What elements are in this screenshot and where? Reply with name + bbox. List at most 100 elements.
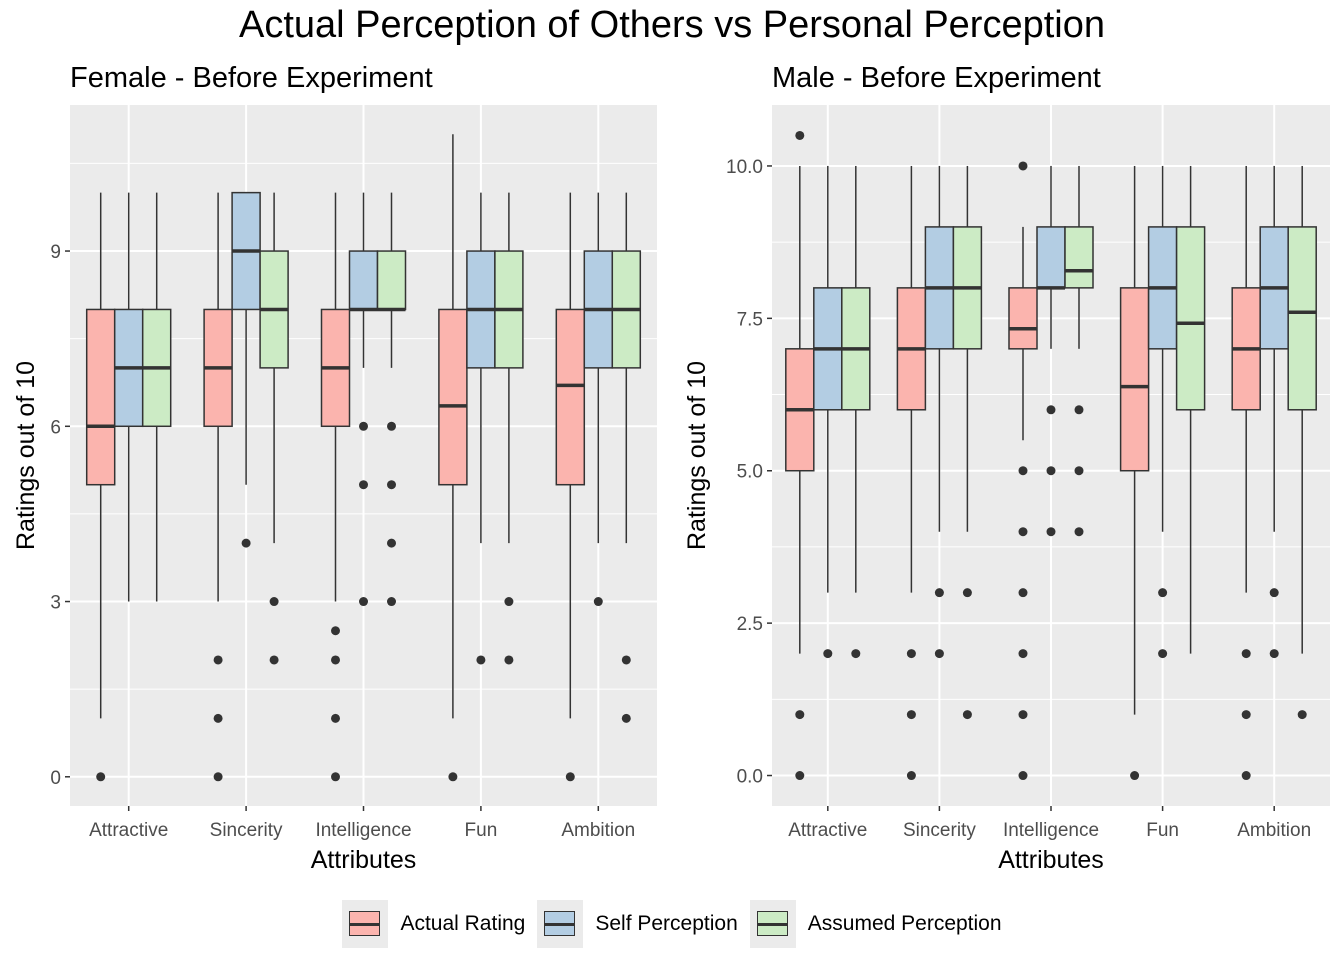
outlier-point xyxy=(906,649,916,659)
outlier-point xyxy=(1074,527,1084,537)
y-axis-label: Ratings out of 10 xyxy=(683,361,711,550)
box-assumed-perception xyxy=(611,192,642,723)
outlier-point xyxy=(359,480,368,490)
outlier-point xyxy=(213,655,223,665)
outlier-point xyxy=(1046,466,1056,476)
x-tick-label: Fun xyxy=(1146,820,1179,841)
box-self-perception xyxy=(113,192,144,602)
outlier-point xyxy=(269,655,279,665)
y-tick-label: 10.0 xyxy=(726,157,763,178)
y-tick-label: 9 xyxy=(50,242,61,263)
box-self-perception xyxy=(466,192,496,665)
legend-label: Self Perception xyxy=(595,912,738,935)
box-actual-rating xyxy=(785,130,815,781)
outlier-point xyxy=(906,771,916,781)
outlier-point xyxy=(1074,466,1084,476)
outlier-point xyxy=(1241,649,1251,659)
outlier-point xyxy=(1018,527,1028,537)
outlier-point xyxy=(241,538,251,548)
box-iqr xyxy=(1008,287,1038,350)
box-assumed-perception xyxy=(494,192,524,665)
outlier-point xyxy=(1018,771,1028,781)
outlier-point xyxy=(331,655,340,665)
outlier-point xyxy=(795,771,805,781)
x-tick-label: Sincerity xyxy=(210,820,283,841)
box-iqr xyxy=(1036,226,1066,289)
y-tick-label: 6 xyxy=(50,417,61,438)
box-assumed-perception xyxy=(1175,165,1206,654)
outlier-point xyxy=(213,713,223,723)
outlier-point xyxy=(448,772,458,782)
outlier-point xyxy=(1297,710,1307,720)
legend: Actual Rating Self Perception Assumed Pe… xyxy=(0,898,1344,950)
box-self-perception xyxy=(1036,165,1066,537)
panel-title: Female - Before Experiment xyxy=(70,62,433,94)
box-assumed-perception xyxy=(1064,165,1094,537)
box-assumed-perception xyxy=(841,165,871,659)
legend-label: Actual Rating xyxy=(400,912,526,935)
outlier-point xyxy=(1018,466,1028,476)
box-iqr xyxy=(1287,226,1317,411)
legend-item-self-perception: Self Perception xyxy=(537,900,738,948)
outlier-point xyxy=(387,421,396,431)
outlier-point xyxy=(331,626,340,636)
legend-key-actual-rating xyxy=(342,900,389,948)
outlier-point xyxy=(1158,649,1168,659)
x-tick-label: Ambition xyxy=(1237,820,1311,841)
outlier-point xyxy=(504,597,514,607)
panel-title: Male - Before Experiment xyxy=(772,62,1101,94)
box-iqr xyxy=(376,250,407,311)
x-tick-label: Fun xyxy=(465,820,498,841)
outlier-point xyxy=(1046,405,1056,415)
y-tick-label: 0.0 xyxy=(737,767,763,788)
outlier-point xyxy=(96,772,106,782)
box-self-perception xyxy=(1259,165,1289,659)
outlier-point xyxy=(476,655,486,665)
outlier-point xyxy=(387,538,396,548)
panel-1: 0.0 2.5 5.0 7.5 10.0 Attractive Sincerity Intel… xyxy=(683,62,1330,874)
box-self-perception xyxy=(348,192,379,607)
box-iqr xyxy=(1119,287,1150,472)
box-actual-rating xyxy=(85,192,116,782)
box-actual-rating xyxy=(1008,161,1038,781)
outlier-point xyxy=(962,588,972,598)
outlier-point xyxy=(331,713,340,723)
outlier-point xyxy=(1241,710,1251,720)
outlier-point xyxy=(1018,710,1028,720)
y-tick-label: 7.5 xyxy=(737,309,763,330)
outlier-point xyxy=(1130,771,1140,781)
outlier-point xyxy=(795,710,805,720)
legend-key-assumed-perception xyxy=(749,900,796,948)
x-tick-label: Intelligence xyxy=(315,820,411,841)
box-actual-rating xyxy=(320,192,351,782)
y-tick-label: 2.5 xyxy=(737,614,763,635)
x-tick-label: Attractive xyxy=(89,820,168,841)
box-actual-rating xyxy=(555,192,586,782)
x-tick-label: Attractive xyxy=(788,820,867,841)
box-actual-rating xyxy=(438,134,468,782)
box-actual-rating xyxy=(896,165,927,781)
box-iqr xyxy=(1064,226,1094,289)
outlier-point xyxy=(934,649,944,659)
outlier-point xyxy=(934,588,944,598)
outlier-point xyxy=(823,649,833,659)
outlier-point xyxy=(269,597,279,607)
box-self-perception xyxy=(1147,165,1178,659)
outlier-point xyxy=(593,597,603,607)
outlier-point xyxy=(906,710,916,720)
box-self-perception xyxy=(231,191,261,548)
y-axis-label: Ratings out of 10 xyxy=(12,361,40,550)
outlier-point xyxy=(621,655,631,665)
box-iqr xyxy=(438,308,468,486)
box-self-perception xyxy=(813,165,843,659)
outlier-point xyxy=(1241,771,1251,781)
outlier-point xyxy=(621,713,631,723)
y-tick-label: 3 xyxy=(50,593,61,614)
outlier-point xyxy=(1018,588,1028,598)
outlier-point xyxy=(387,597,396,607)
legend-key-self-perception xyxy=(537,900,584,948)
x-axis-label: Attributes xyxy=(998,846,1104,874)
chart-main-title: Actual Perception of Others vs Personal … xyxy=(238,4,1105,46)
panel-0: 0 3 6 9 Attractive Sincerity Intelligence Fun Am… xyxy=(12,62,657,874)
